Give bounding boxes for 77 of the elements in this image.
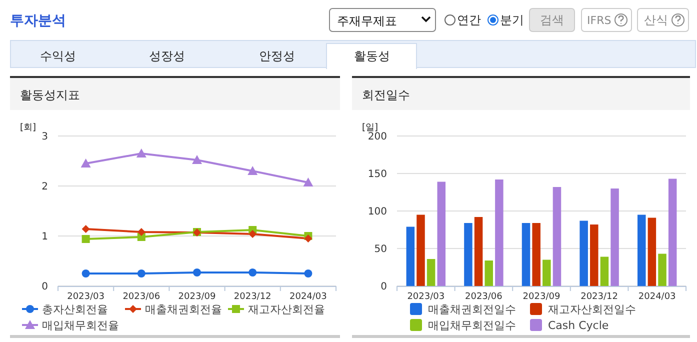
bar bbox=[542, 260, 551, 286]
text: 안정성 bbox=[259, 49, 295, 63]
point bbox=[303, 178, 314, 186]
text: 산식 bbox=[644, 13, 668, 27]
bar bbox=[474, 217, 483, 286]
bar bbox=[522, 223, 530, 286]
point bbox=[137, 270, 146, 278]
x-tick-label: 2023/12 bbox=[580, 292, 618, 302]
legend-label: 재고자산회전율 bbox=[248, 303, 325, 316]
text: 성장성 bbox=[149, 49, 185, 63]
bar bbox=[416, 214, 425, 286]
bar bbox=[532, 223, 540, 286]
text: 검색 bbox=[540, 13, 564, 27]
x-tick-label: 2024/03 bbox=[290, 292, 327, 302]
y-tick-label: 0 bbox=[380, 282, 387, 292]
legend-label: Cash Cycle bbox=[548, 319, 609, 332]
y-tick-label: 1 bbox=[42, 232, 48, 242]
point bbox=[136, 148, 146, 158]
text: 투자분석 bbox=[10, 13, 66, 29]
point bbox=[248, 268, 257, 276]
y-tick-label: 2 bbox=[42, 182, 48, 192]
bar bbox=[495, 180, 504, 286]
text: 활동성 bbox=[354, 49, 390, 63]
y-axis-title: [회] bbox=[20, 123, 36, 133]
x-tick-label: 2023/03 bbox=[407, 292, 445, 302]
x-tick-label: 2023/09 bbox=[522, 292, 560, 302]
legend-label: 매입채무회전율 bbox=[42, 319, 119, 332]
y-tick-label: 150 bbox=[368, 169, 387, 180]
bar bbox=[484, 260, 493, 286]
point bbox=[82, 270, 90, 278]
point bbox=[192, 155, 202, 164]
bar bbox=[600, 256, 609, 286]
x-tick-label: 2023/06 bbox=[465, 292, 503, 302]
y-tick-label: 0 bbox=[42, 282, 48, 292]
chart-title: 활동성지표 bbox=[20, 88, 80, 102]
text: 분기 bbox=[500, 13, 524, 27]
text: 연간 bbox=[457, 13, 481, 27]
x-tick-label: 2023/09 bbox=[178, 292, 216, 302]
point bbox=[193, 268, 201, 276]
bar bbox=[580, 220, 588, 286]
legend-label: 총자산회전율 bbox=[42, 303, 108, 316]
point bbox=[82, 235, 90, 243]
bar bbox=[658, 254, 666, 286]
x-tick-label: 2023/06 bbox=[122, 292, 160, 302]
bar bbox=[590, 224, 598, 286]
y-tick-label: 50 bbox=[374, 244, 387, 255]
y-tick-label: 3 bbox=[42, 132, 48, 142]
point bbox=[304, 270, 312, 278]
y-tick-label: 100 bbox=[368, 206, 387, 218]
bar bbox=[406, 226, 415, 286]
point bbox=[82, 225, 90, 233]
bar bbox=[637, 214, 646, 286]
bar bbox=[552, 187, 562, 286]
legend-label: 매출채권회전율 bbox=[145, 303, 222, 316]
x-tick-label: 2024/03 bbox=[638, 292, 676, 302]
text: 수익성 bbox=[40, 49, 76, 63]
point bbox=[248, 166, 258, 175]
point bbox=[80, 158, 91, 168]
text: IFRS bbox=[587, 14, 612, 27]
bar bbox=[426, 259, 436, 286]
x-tick-label: 2023/12 bbox=[234, 292, 272, 302]
bar bbox=[668, 178, 677, 286]
chart-title: 회전일수 bbox=[362, 88, 410, 102]
bar bbox=[464, 223, 472, 286]
legend-label: 매입채무회전일수 bbox=[428, 319, 516, 332]
y-axis-title: [일] bbox=[362, 123, 378, 133]
text: 주재무제표 bbox=[337, 14, 397, 28]
legend-label: 매출채권회전일수 bbox=[428, 303, 516, 316]
point bbox=[137, 228, 146, 236]
bar bbox=[648, 218, 656, 286]
y-tick-label: 200 bbox=[368, 132, 387, 142]
bar bbox=[437, 182, 446, 286]
legend-label: 재고자산회전일수 bbox=[548, 303, 636, 316]
bar bbox=[610, 188, 619, 286]
x-tick-label: 2023/03 bbox=[67, 292, 104, 302]
point bbox=[248, 230, 257, 238]
point bbox=[304, 234, 312, 242]
